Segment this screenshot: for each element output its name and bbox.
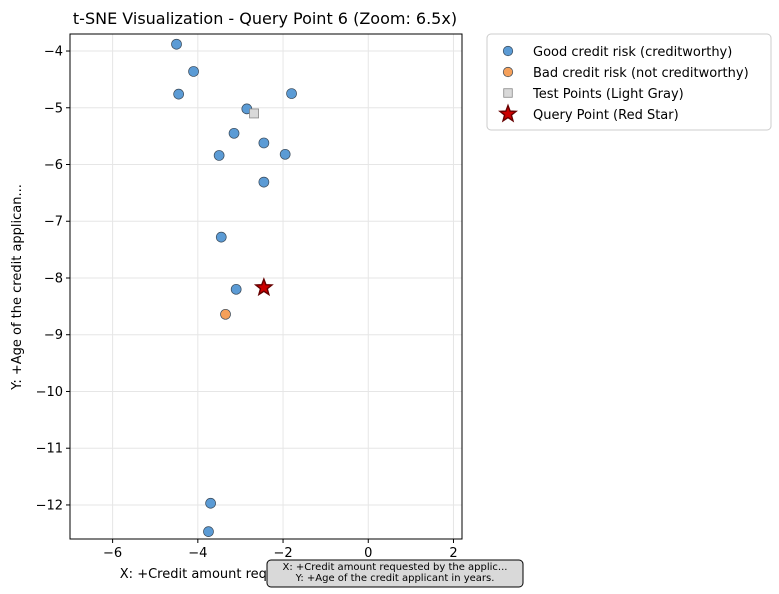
y-tick-label: −5 [44, 101, 63, 116]
legend-frame [486, 33, 772, 131]
data-point [171, 38, 182, 50]
data-point [220, 308, 231, 320]
x-tick-label: −6 [103, 546, 122, 561]
legend-label: Test Points (Light Gray) [532, 87, 684, 102]
data-point [230, 283, 242, 295]
data-point [205, 497, 216, 509]
plot-area-frame [69, 33, 463, 540]
y-tick-label: −10 [36, 385, 63, 400]
data-points [171, 38, 297, 537]
test-point [249, 108, 259, 119]
annotation-line-y: Y: +Age of the credit applicant in years… [295, 573, 495, 584]
chart-title: t-SNE Visualization - Query Point 6 (Zoo… [73, 9, 457, 28]
legend: Good credit risk (creditworthy) Bad credi… [486, 33, 772, 131]
grid-lines [70, 34, 462, 539]
legend-marker [502, 66, 514, 78]
y-tick-label: −12 [36, 498, 63, 513]
y-tick-label: −4 [44, 45, 63, 60]
data-point [173, 88, 185, 100]
y-tick-label: −6 [44, 158, 63, 173]
legend-marker [502, 45, 514, 57]
data-point [215, 231, 227, 243]
legend-marker [503, 88, 513, 98]
x-tick-label: −4 [188, 546, 207, 561]
annotation-frame [266, 559, 524, 588]
legend-marker [498, 103, 518, 123]
y-tick-label: −9 [44, 328, 63, 343]
axis-annotation-box: X: +Credit amount requested by the appli… [266, 559, 524, 588]
y-axis-ticks: −4 −5 −6 −7 −8 −9 −10 −11 −12 [36, 45, 70, 513]
query-point-star [253, 277, 274, 297]
data-point [203, 526, 214, 537]
data-point [188, 66, 199, 77]
data-point [228, 127, 240, 139]
data-point [286, 88, 297, 99]
x-axis-ticks: −6 −4 −2 0 2 [103, 539, 458, 561]
x-tick-label: 2 [449, 546, 457, 561]
y-tick-label: −11 [36, 442, 63, 457]
y-tick-label: −8 [44, 271, 63, 286]
data-point [258, 137, 270, 149]
legend-label: Bad credit risk (not creditworthy) [533, 66, 749, 81]
annotation-line-x: X: +Credit amount requested by the appli… [283, 562, 508, 573]
y-tick-label: −7 [44, 215, 63, 230]
x-tick-label: 0 [364, 546, 372, 561]
y-axis-label: Y: +Age of the credit applican... [10, 184, 25, 391]
legend-label: Good credit risk (creditworthy) [533, 45, 732, 60]
x-tick-label: −2 [273, 546, 292, 561]
data-point [258, 176, 270, 188]
data-point [279, 148, 291, 160]
data-point [213, 150, 225, 161]
legend-label: Query Point (Red Star) [533, 108, 679, 123]
